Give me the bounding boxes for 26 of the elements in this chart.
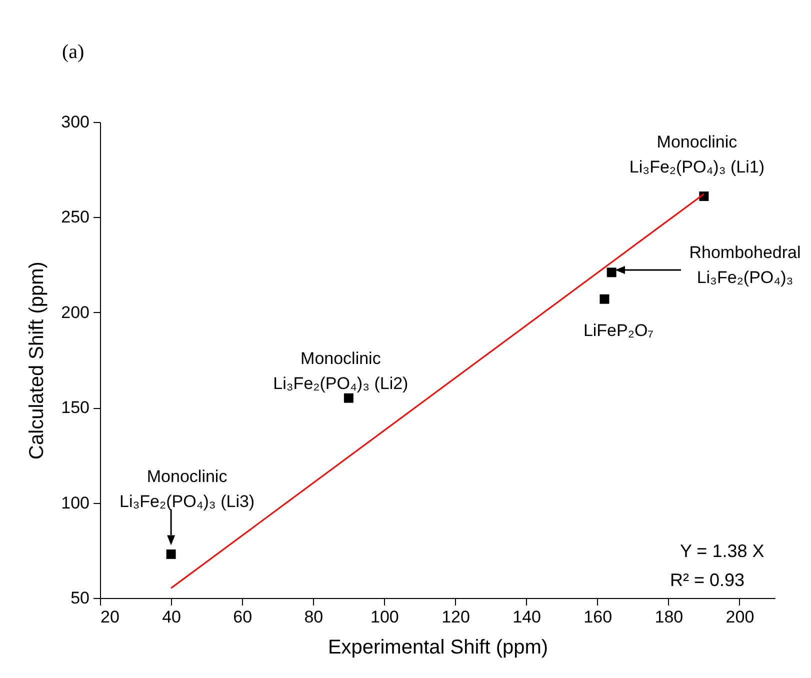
- annotation: Monoclinic Li₃Fe₂(PO₄)₃ (Li2): [273, 349, 408, 394]
- y-tick-label: 150: [61, 398, 90, 418]
- x-tick-label: 160: [584, 608, 612, 626]
- y-tick-label: 100: [61, 493, 90, 512]
- x-tick-label: 200: [726, 608, 754, 626]
- x-tick-label: 100: [370, 608, 399, 626]
- annotation: R² = 0.93: [670, 570, 745, 590]
- x-tick-label: 140: [512, 608, 542, 626]
- x-tick-label: 80: [304, 608, 324, 626]
- annotation: Rhombohedral Li₃Fe₂(PO₄)₃: [689, 243, 801, 287]
- x-tick-label: 40: [162, 608, 182, 626]
- x-tick-label: 20: [100, 608, 120, 626]
- text: (a): [62, 41, 84, 63]
- y-tick-label: 50: [70, 588, 90, 608]
- x-tick-label: 120: [442, 608, 470, 626]
- x-axis-title: Experimental Shift (ppm): [328, 636, 548, 658]
- annotation: LiFeP₂O₇: [583, 321, 654, 340]
- annotation: Y = 1.38 X: [680, 541, 764, 561]
- x-tick-label: 180: [654, 608, 684, 626]
- x-tick-label: 60: [233, 608, 252, 626]
- y-tick-label: 250: [61, 208, 90, 227]
- y-tick-label: 200: [61, 302, 90, 322]
- y-axis-title: Calculated Shift (ppm): [26, 262, 48, 460]
- annotation: Monoclinic Li₃Fe₂(PO₄)₃ (Li3): [120, 467, 255, 512]
- annotation: Monoclinic Li₃Fe₂(PO₄)₃ (Li1): [629, 132, 764, 176]
- y-tick-label: 300: [61, 112, 90, 132]
